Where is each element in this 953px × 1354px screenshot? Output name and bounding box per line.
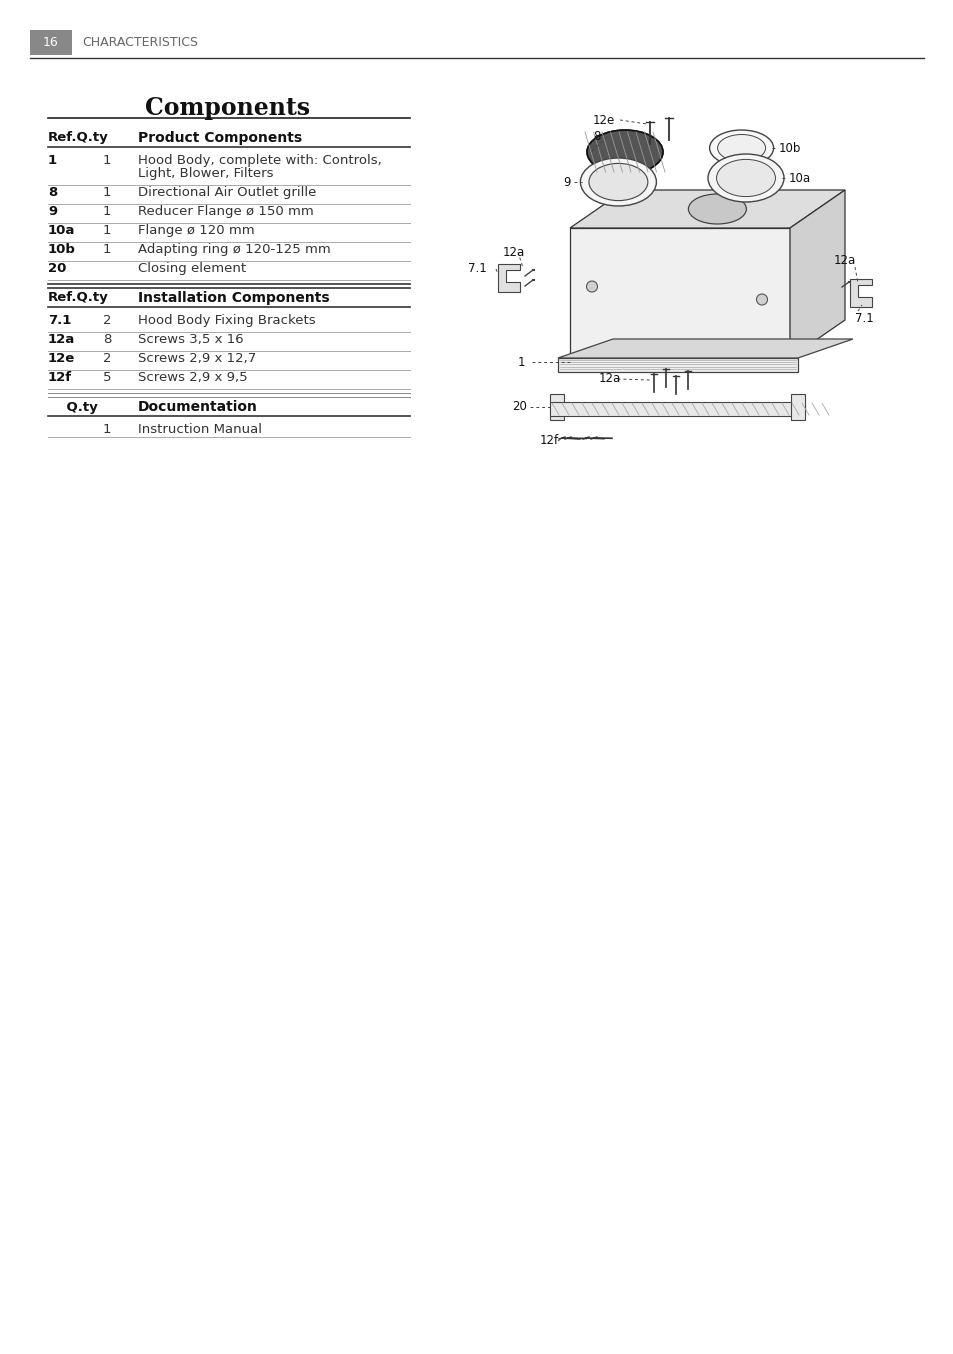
Text: Adapting ring ø 120-125 mm: Adapting ring ø 120-125 mm <box>138 242 331 256</box>
Text: 8: 8 <box>593 130 599 144</box>
Text: Light, Blower, Filters: Light, Blower, Filters <box>138 167 274 180</box>
Text: Directional Air Outlet grille: Directional Air Outlet grille <box>138 185 316 199</box>
Text: CHARACTERISTICS: CHARACTERISTICS <box>82 37 198 50</box>
Text: Product Components: Product Components <box>138 131 302 145</box>
Text: 1: 1 <box>48 154 57 167</box>
Polygon shape <box>558 357 797 372</box>
Text: 1: 1 <box>103 242 112 256</box>
Text: 10a: 10a <box>48 223 75 237</box>
Text: 12e: 12e <box>593 114 615 126</box>
Text: 1: 1 <box>103 185 112 199</box>
Text: 9: 9 <box>48 204 57 218</box>
Text: Reducer Flange ø 150 mm: Reducer Flange ø 150 mm <box>138 204 314 218</box>
Text: Documentation: Documentation <box>138 399 257 414</box>
Ellipse shape <box>586 282 597 292</box>
Polygon shape <box>550 394 563 420</box>
Ellipse shape <box>588 164 647 200</box>
Text: Installation Components: Installation Components <box>138 291 330 305</box>
Text: 16: 16 <box>43 37 59 50</box>
Polygon shape <box>558 338 852 357</box>
Text: Components: Components <box>145 96 311 121</box>
Text: Hood Body Fixing Brackets: Hood Body Fixing Brackets <box>138 314 315 328</box>
Text: 10b: 10b <box>48 242 76 256</box>
Polygon shape <box>497 264 519 292</box>
Text: 1: 1 <box>103 422 112 436</box>
Text: 12a: 12a <box>502 245 525 259</box>
Text: Closing element: Closing element <box>138 263 246 275</box>
Polygon shape <box>569 190 844 227</box>
Polygon shape <box>849 279 871 307</box>
Polygon shape <box>789 190 844 357</box>
Text: 12e: 12e <box>48 352 75 366</box>
Text: 1: 1 <box>103 154 112 167</box>
Text: Screws 2,9 x 12,7: Screws 2,9 x 12,7 <box>138 352 256 366</box>
Text: Q.ty: Q.ty <box>48 401 97 413</box>
Ellipse shape <box>716 160 775 196</box>
Text: 12a: 12a <box>833 255 856 268</box>
Text: Screws 2,9 x 9,5: Screws 2,9 x 9,5 <box>138 371 248 385</box>
Text: 20: 20 <box>48 263 67 275</box>
Text: Flange ø 120 mm: Flange ø 120 mm <box>138 223 254 237</box>
Bar <box>30 30 71 56</box>
Ellipse shape <box>709 130 773 167</box>
Text: 2: 2 <box>103 314 112 328</box>
Text: 20: 20 <box>512 401 526 413</box>
Text: Hood Body, complete with: Controls,: Hood Body, complete with: Controls, <box>138 154 381 167</box>
Text: 8: 8 <box>103 333 112 347</box>
Polygon shape <box>550 402 804 416</box>
Ellipse shape <box>756 294 767 305</box>
Polygon shape <box>790 394 804 420</box>
Text: 5: 5 <box>103 371 112 385</box>
Text: 1: 1 <box>103 204 112 218</box>
Text: 1: 1 <box>103 223 112 237</box>
Text: 12a: 12a <box>598 372 620 386</box>
Text: 1: 1 <box>517 356 525 368</box>
Ellipse shape <box>688 194 745 223</box>
Ellipse shape <box>717 134 765 161</box>
Text: 9: 9 <box>563 176 570 188</box>
Text: Ref.Q.ty: Ref.Q.ty <box>48 131 109 145</box>
Ellipse shape <box>586 130 662 175</box>
Text: 7.1: 7.1 <box>854 313 873 325</box>
Ellipse shape <box>707 154 783 202</box>
Text: Instruction Manual: Instruction Manual <box>138 422 262 436</box>
Text: 7.1: 7.1 <box>48 314 71 328</box>
Text: 10b: 10b <box>778 142 801 154</box>
Text: Screws 3,5 x 16: Screws 3,5 x 16 <box>138 333 243 347</box>
Text: Ref.Q.ty: Ref.Q.ty <box>48 291 109 305</box>
Text: 12a: 12a <box>48 333 75 347</box>
Text: 10a: 10a <box>788 172 810 184</box>
Polygon shape <box>569 227 789 357</box>
Text: 2: 2 <box>103 352 112 366</box>
Text: 7.1: 7.1 <box>468 263 486 275</box>
Text: 8: 8 <box>48 185 57 199</box>
Ellipse shape <box>579 158 656 206</box>
Text: 12f: 12f <box>48 371 72 385</box>
Text: 12f: 12f <box>539 435 558 448</box>
